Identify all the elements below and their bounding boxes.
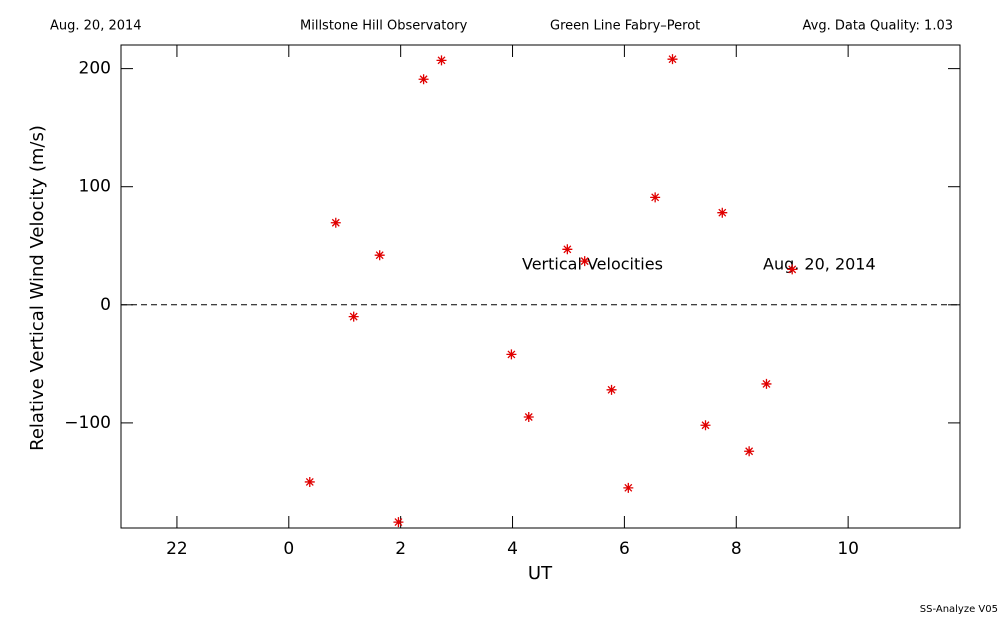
y-tick-label: 200 bbox=[79, 59, 111, 79]
data-point bbox=[717, 207, 728, 218]
header-date: Aug. 20, 2014 bbox=[50, 19, 142, 34]
x-tick-label: 8 bbox=[731, 539, 742, 559]
x-tick-label: 10 bbox=[837, 539, 859, 559]
header-observatory: Millstone Hill Observatory bbox=[300, 19, 468, 34]
data-point bbox=[623, 482, 634, 493]
header-quality: Avg. Data Quality: 1.03 bbox=[803, 19, 953, 34]
y-tick-label: −100 bbox=[64, 413, 111, 433]
data-point bbox=[606, 384, 617, 395]
data-point bbox=[393, 517, 404, 528]
x-tick-label: 0 bbox=[283, 539, 294, 559]
data-point bbox=[761, 378, 772, 389]
x-tick-label: 22 bbox=[166, 539, 188, 559]
x-axis-label: UT bbox=[528, 563, 553, 584]
y-axis-label: Relative Vertical Wind Velocity (m/s) bbox=[27, 125, 48, 451]
data-point bbox=[744, 446, 755, 457]
data-point bbox=[579, 256, 590, 267]
y-tick-label: 0 bbox=[100, 295, 111, 315]
annotation: Vertical Velocities bbox=[522, 255, 663, 274]
data-point bbox=[667, 54, 678, 65]
data-point bbox=[650, 192, 661, 203]
data-point bbox=[787, 264, 798, 275]
data-point bbox=[562, 244, 573, 255]
data-point bbox=[436, 55, 447, 66]
data-point bbox=[700, 420, 711, 431]
y-tick-label: 100 bbox=[79, 177, 111, 197]
x-tick-label: 6 bbox=[619, 539, 630, 559]
data-point bbox=[374, 250, 385, 261]
header-instrument: Green Line Fabry–Perot bbox=[550, 19, 700, 34]
data-point bbox=[418, 74, 429, 85]
x-tick-label: 4 bbox=[507, 539, 518, 559]
x-tick-label: 2 bbox=[395, 539, 406, 559]
plot-frame bbox=[120, 44, 961, 529]
data-point bbox=[304, 476, 315, 487]
data-point bbox=[330, 217, 341, 228]
data-point bbox=[506, 349, 517, 360]
data-point bbox=[523, 411, 534, 422]
footer: SS-Analyze V05 bbox=[920, 604, 998, 615]
annotation: Aug. 20, 2014 bbox=[763, 255, 876, 274]
data-point bbox=[348, 311, 359, 322]
